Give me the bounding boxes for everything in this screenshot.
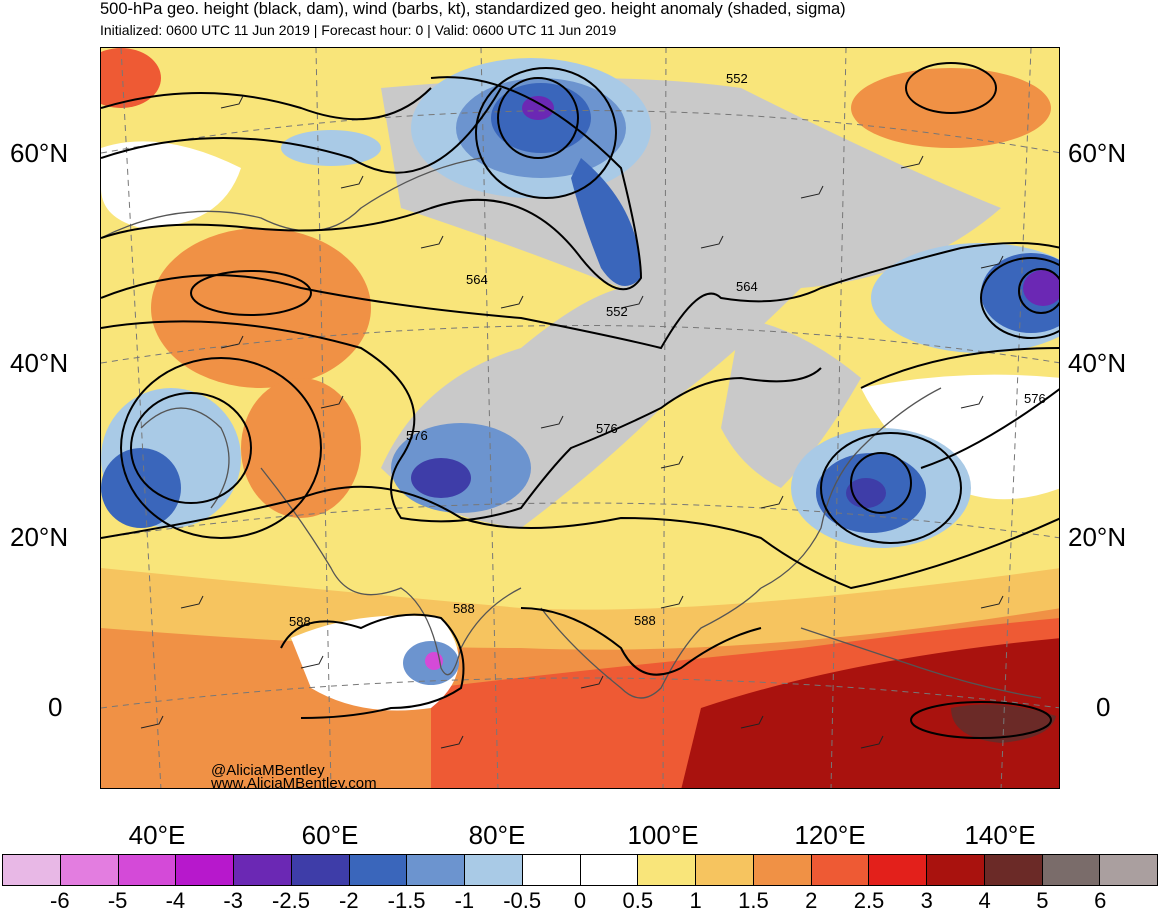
colorbar-cell	[118, 855, 177, 885]
colorbar-tick-label: 1	[689, 888, 702, 913]
anomaly-warm-nw	[101, 48, 161, 108]
contour-label-552-north: 552	[726, 71, 748, 86]
anomaly-warm-ne	[851, 68, 1051, 148]
anomaly-warm-west	[151, 228, 371, 388]
colorbar-tick-label: 0	[573, 888, 587, 913]
colorbar-cell	[234, 855, 292, 885]
anomaly-neutral-grey-2	[721, 318, 861, 488]
lon-label-140e: 140°E	[964, 820, 1036, 850]
contour-label-576-china: 576	[596, 421, 618, 436]
colorbar-cell	[176, 855, 234, 885]
colorbar-tick-label: -5	[107, 888, 128, 913]
colorbar-cell	[1100, 855, 1157, 885]
colorbar-cell	[984, 855, 1043, 885]
colorbar-tick-label: -2.5	[272, 888, 310, 913]
lat-label-40n-left: 40°N	[10, 348, 69, 378]
lat-label-0-left: 0	[48, 692, 63, 722]
colorbar-tick-label: -3	[223, 888, 243, 913]
colorbar-tick-label: 2.5	[853, 888, 885, 913]
colorbar-cell	[696, 855, 754, 885]
colorbar-tick-label: 1.5	[738, 888, 769, 913]
anomaly-white-3	[291, 615, 459, 711]
colorbar-tick-label: 4	[978, 888, 991, 913]
colorbar-cell	[60, 855, 119, 885]
lon-label-100e: 100°E	[627, 820, 699, 850]
colorbar-cell	[927, 855, 985, 885]
contour-label-588-india: 588	[453, 601, 475, 616]
colorbar-cell	[349, 855, 408, 885]
colorbar-cell	[811, 855, 870, 885]
anomaly-cool-trough	[571, 158, 641, 286]
colorbar-tick-label: 0.5	[622, 888, 654, 913]
colorbar-tick-label: -0.5	[503, 888, 542, 913]
map-panel: 552 564 552 564 576 576 576 588 588 588 …	[100, 47, 1060, 789]
lat-label-60n-left: 60°N	[10, 138, 69, 168]
colorbar-cell	[638, 855, 696, 885]
contour-label-564-east: 564	[736, 279, 758, 294]
colorbar-cell	[1042, 855, 1101, 885]
map-title: 500-hPa geo. height (black, dam), wind (…	[100, 0, 846, 18]
lon-label-80e: 80°E	[468, 820, 526, 850]
anomaly-warm-band-4	[681, 638, 1059, 788]
colorbar-cell	[465, 855, 523, 885]
colorbar-tick-label: 6	[1094, 888, 1107, 913]
contour-label-576-tibet: 576	[406, 428, 428, 443]
height-contours	[101, 62, 1059, 739]
contour-label-588-arabia: 588	[289, 614, 311, 629]
anomaly-cool-west-2	[101, 448, 181, 528]
lon-label-60e: 60°E	[301, 820, 359, 850]
lat-label-40n-right: 40°N	[1068, 348, 1127, 378]
credit-site: www.AliciaMBentley.com	[211, 775, 377, 789]
colorbar-cell	[3, 855, 61, 885]
colorbar-tick-label: 2	[805, 888, 818, 913]
contour-label-576-east: 576	[1024, 391, 1046, 406]
credit-handle: @AliciaMBentley	[211, 762, 325, 779]
colorbar-cell	[753, 855, 812, 885]
colorbar	[2, 854, 1158, 886]
anomaly-cool-north-core	[522, 96, 554, 120]
lat-label-60n-right: 60°N	[1068, 138, 1127, 168]
contour-label-564-west: 564	[466, 272, 488, 287]
colorbar-cell	[291, 855, 350, 885]
lon-label-40e: 40°E	[128, 820, 186, 850]
colorbar-tick-label: -1	[454, 888, 475, 913]
anomaly-cool-tibet-2	[411, 458, 471, 498]
colorbar-cell	[869, 855, 927, 885]
anomaly-warm-arabia	[241, 378, 361, 518]
colorbar-tick-label: 3	[920, 888, 933, 913]
colorbar-cell	[522, 855, 581, 885]
lat-label-20n-right: 20°N	[1068, 522, 1127, 552]
lat-label-20n-left: 20°N	[10, 522, 69, 552]
anomaly-cool-east-core	[1023, 270, 1059, 306]
colorbar-tick-label: 5	[1036, 888, 1049, 913]
lon-label-120e: 120°E	[794, 820, 866, 850]
colorbar-cell	[407, 855, 465, 885]
anomaly-cool-nw	[281, 130, 381, 166]
graticule	[101, 48, 1059, 788]
wind-barbs	[140, 95, 1004, 749]
colorbar-cell	[580, 855, 639, 885]
anomaly-white-1	[101, 141, 241, 228]
colorbar-tick-label: -6	[50, 888, 70, 913]
map-subtitle: Initialized: 0600 UTC 11 Jun 2019 | Fore…	[100, 22, 617, 38]
colorbar-tick-label: -2	[339, 888, 359, 913]
map-canvas: 552 564 552 564 576 576 576 588 588 588	[101, 48, 1059, 788]
colorbar-tick-label: -4	[165, 888, 186, 913]
contour-label-552-mid: 552	[606, 304, 628, 319]
contour-label-588-seasia: 588	[634, 613, 656, 628]
colorbar-tick-label: -1.5	[387, 888, 426, 913]
lat-label-0-right: 0	[1096, 692, 1111, 722]
